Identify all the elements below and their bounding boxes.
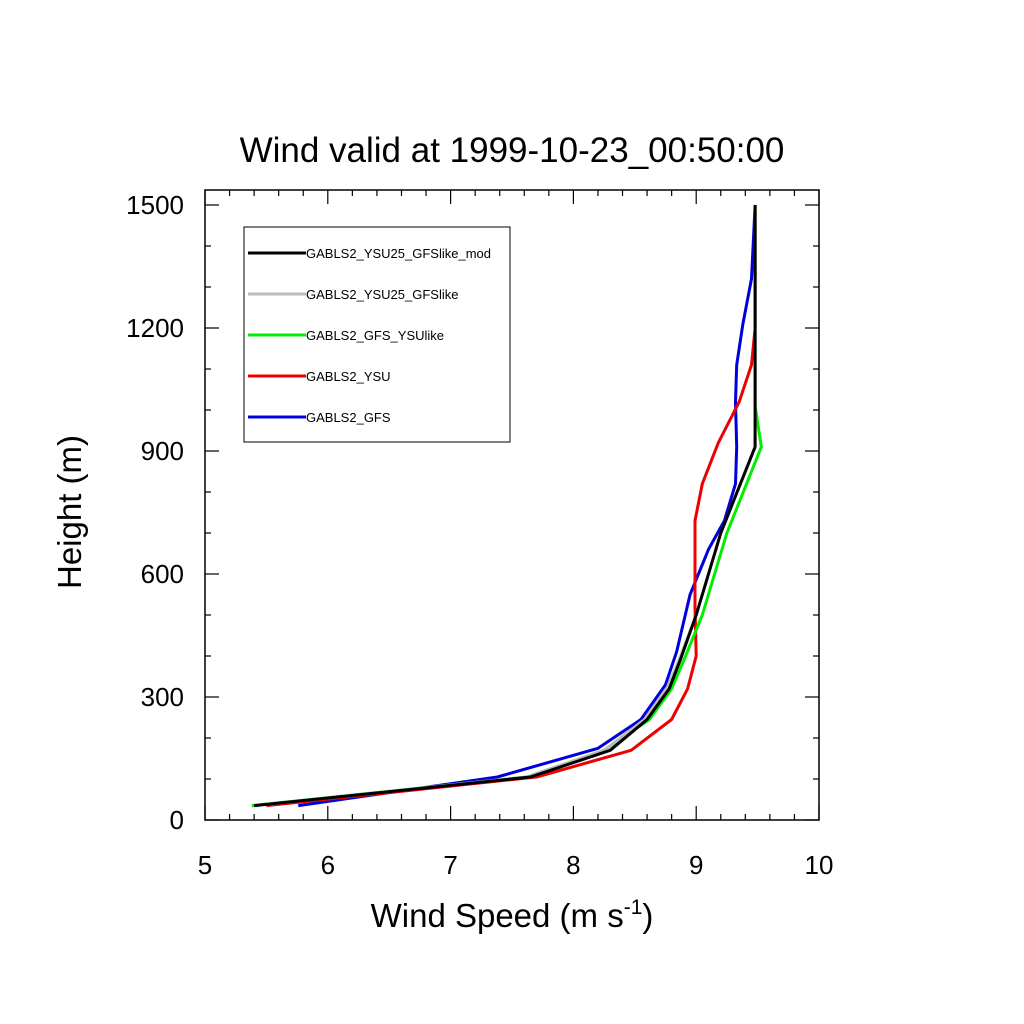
legend-label: GABLS2_YSU25_GFSlike	[306, 287, 458, 302]
legend-label: GABLS2_GFS	[306, 410, 391, 425]
x-axis-label-superscript: -1	[624, 896, 643, 919]
legend-label: GABLS2_YSU	[306, 369, 391, 384]
series-line-gabls2-gfs	[298, 204, 757, 808]
plot-frame	[204, 189, 820, 821]
x-axis-label-end: )	[642, 897, 653, 934]
chart-title: Wind valid at 1999-10-23_00:50:00	[240, 131, 785, 170]
series-lines	[251, 204, 763, 808]
y-tick-label: 0	[170, 805, 184, 835]
y-tick-labels: 0 300 600 900 1200 1500	[126, 190, 184, 835]
x-tick-label: 7	[443, 850, 457, 880]
y-axis-label: Height (m)	[51, 435, 88, 589]
y-tick-label: 300	[141, 682, 184, 712]
y-tick-label: 900	[141, 436, 184, 466]
x-tick-label: 5	[198, 850, 212, 880]
x-tick-label: 6	[321, 850, 335, 880]
legend: GABLS2_YSU25_GFSlike_mod GABLS2_YSU25_GFS…	[243, 226, 511, 443]
x-tick-label: 10	[805, 850, 834, 880]
x-tick-label: 8	[566, 850, 580, 880]
y-tick-label: 1200	[126, 313, 184, 343]
x-axis-label: Wind Speed (m s-1)	[371, 896, 654, 934]
legend-label: GABLS2_GFS_YSUlike	[306, 328, 444, 343]
legend-items: GABLS2_YSU25_GFSlike_mod GABLS2_YSU25_GFS…	[248, 246, 491, 425]
y-tick-label: 600	[141, 559, 184, 589]
series-line-gabls2-ysu25-gfslike-mod	[253, 205, 757, 808]
x-tick-label: 9	[689, 850, 703, 880]
y-tick-label: 1500	[126, 190, 184, 220]
legend-label: GABLS2_YSU25_GFSlike_mod	[306, 246, 491, 261]
x-axis-label-main: Wind Speed (m s	[371, 897, 624, 934]
series-line-gabls2-ysu	[266, 205, 757, 808]
x-tick-labels: 5 6 7 8 9 10	[198, 850, 834, 880]
